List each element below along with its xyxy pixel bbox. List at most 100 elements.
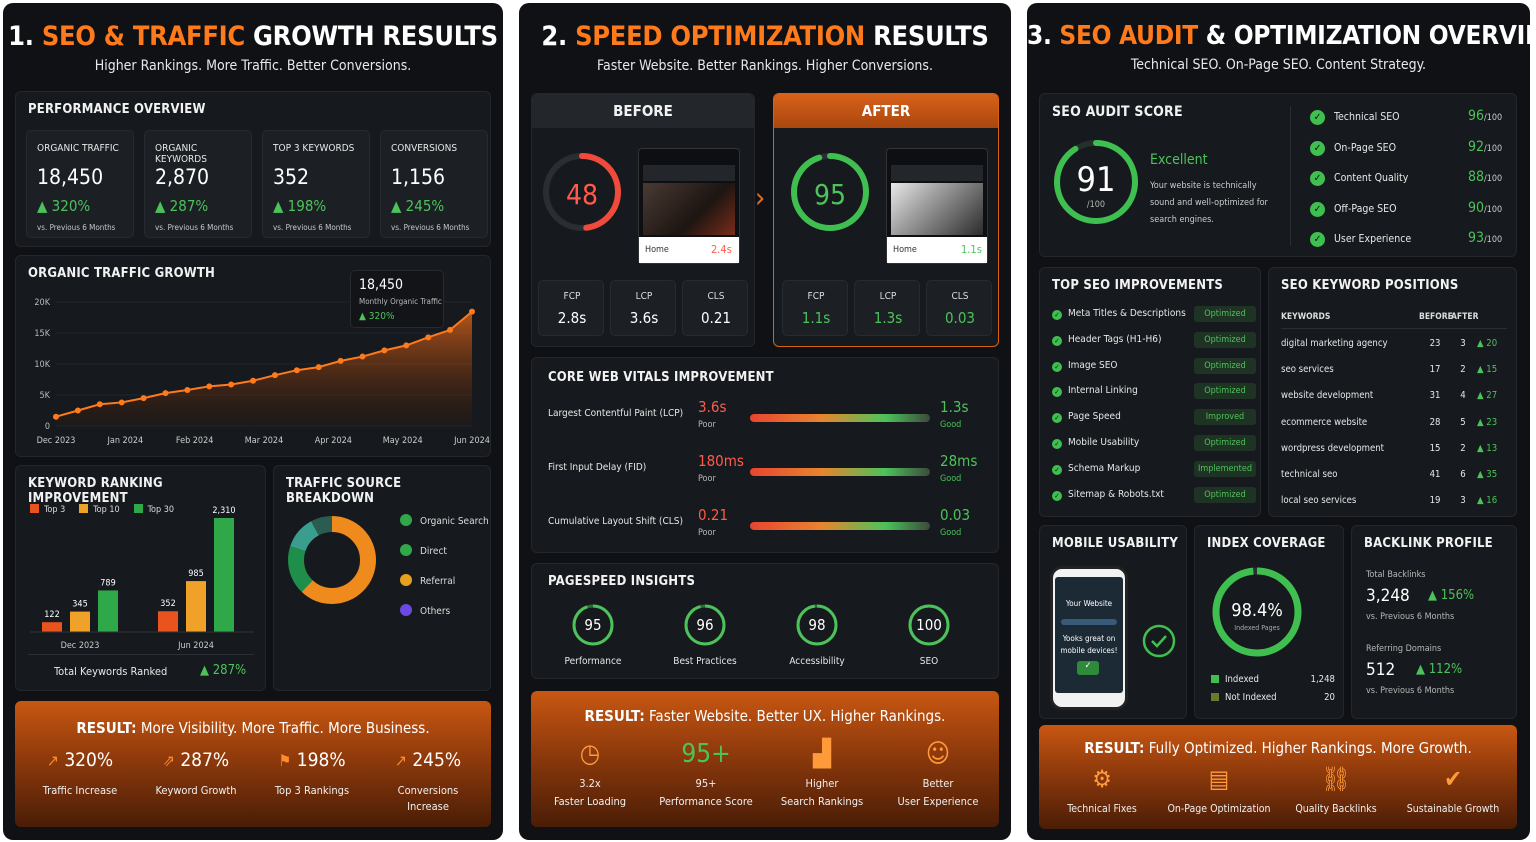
check-icon: ✓ — [1052, 464, 1062, 475]
area-fill — [56, 311, 472, 426]
after-card: AFTER 95 Home 1.1s FCP 1.1s LCP 1.3s CLS 0.03 — [773, 93, 999, 347]
score-gauge — [796, 604, 838, 646]
panel-title: ORGANIC TRAFFIC GROWTH — [28, 266, 216, 281]
bar-label: 2,310 — [212, 506, 235, 516]
bar — [42, 622, 62, 632]
vital-after-status: Good — [940, 474, 962, 484]
data-point — [469, 308, 475, 315]
organic-traffic-growth: ORGANIC TRAFFIC GROWTH 20K 15K 10K 5K 0 Dec 2… — [15, 255, 491, 457]
x-tick-label: Feb 2024 — [176, 436, 213, 446]
audit-item-score: 90/100 — [1468, 199, 1503, 216]
phone-site-label: Your Website — [1065, 599, 1113, 608]
result-line2: Performance Score — [659, 795, 753, 808]
result-label: Quality Backlinks — [1295, 803, 1377, 815]
index-value: 1,248 — [1310, 674, 1335, 685]
check-icon: ✓ — [1310, 110, 1325, 125]
data-point — [140, 395, 147, 402]
improvement-label: Internal Linking — [1068, 385, 1138, 397]
total-backlinks-label: Total Backlinks — [1366, 570, 1426, 580]
kpi-note: vs. Previous 6 Months — [37, 223, 116, 232]
pos-change: ▲ 16 — [1477, 495, 1498, 507]
status-badge: Improved — [1194, 409, 1256, 426]
kpi-value: 18,450 — [37, 165, 104, 189]
score-value: 98 — [808, 616, 826, 634]
before-score: 48 — [565, 178, 599, 211]
legend-item: Top 30 — [133, 504, 174, 515]
y-tick-label: 15K — [34, 329, 50, 339]
pos-change: ▲ 15 — [1477, 364, 1498, 376]
score-label: Performance — [564, 656, 622, 667]
metric-value: 1.3s — [873, 309, 903, 327]
pos-before: 41 — [1429, 469, 1441, 480]
y-tick-label: 0 — [45, 422, 50, 432]
score-value: 100 — [916, 616, 942, 634]
backlinks-note: vs. Previous 6 Months — [1366, 612, 1455, 622]
status-badge: Optimized — [1194, 357, 1256, 374]
chart-tooltip: 18,450 Monthly Organic Traffic ▲ 320% — [350, 270, 444, 328]
check-icon: ✓ — [1052, 335, 1062, 346]
y-tick-label: 10K — [34, 360, 50, 370]
result-line2: Search Rankings — [780, 795, 864, 808]
score-label: Accessibility — [789, 656, 845, 667]
kpi-change: ▲ 245% — [391, 197, 445, 215]
keyword: ecommerce website — [1281, 416, 1368, 428]
panel-title: SEO KEYWORD POSITIONS — [1281, 278, 1459, 293]
tooltip-change: ▲ 320% — [359, 311, 395, 322]
vital-after-status: Good — [940, 420, 962, 430]
gear-icon: ⚙ — [1092, 765, 1112, 793]
audit-max: /100 — [1086, 200, 1106, 210]
data-point — [337, 357, 344, 364]
kpi-value: 352 — [273, 165, 310, 189]
kpi-label: ORGANIC KEYWORDS — [155, 143, 207, 165]
legend-item: Direct — [400, 544, 489, 574]
result-big: 95+ — [681, 739, 731, 769]
kpi-label: ORGANIC TRAFFIC — [37, 143, 119, 154]
result-headline: RESULT: More Visibility. More Traffic. M… — [76, 719, 430, 737]
audit-item-label: Content Quality — [1334, 172, 1409, 184]
improvement-label: Mobile Usability — [1068, 437, 1140, 448]
kpi-note: vs. Previous 6 Months — [391, 223, 470, 232]
check-icon: ✓ — [1052, 387, 1062, 398]
vital-before-status: Poor — [698, 528, 716, 538]
audit-item-score: 92/100 — [1468, 138, 1503, 155]
total-backlinks-change: ▲ 156% — [1428, 588, 1475, 603]
legend-item: Top 10 — [79, 504, 120, 515]
status-badge: Optimized — [1194, 486, 1256, 503]
result-value: ⇗ 287% — [162, 749, 230, 771]
tooltip-label: Monthly Organic Traffic — [359, 297, 442, 306]
check-icon: ✓ — [1310, 232, 1325, 247]
data-point — [74, 407, 81, 414]
column-header: AFTER — [1451, 312, 1479, 322]
legend-item: Referral — [400, 574, 489, 604]
section-title: 3. SEO AUDIT & OPTIMIZATION OVERVIEW — [1027, 21, 1530, 51]
index-sub: Indexed Pages — [1234, 624, 1280, 632]
audit-score: 91 — [1076, 160, 1116, 200]
legend-item: Organic Search — [400, 514, 489, 544]
check-icon: ✓ — [1310, 140, 1325, 156]
table-row: local seo services 19 3 ▲ 16 — [1269, 495, 1518, 513]
check-icon: ✓ — [1310, 171, 1325, 186]
legend-item: Others — [400, 604, 489, 634]
pos-after: 4 — [1460, 390, 1466, 402]
status-badge: Implemented — [1194, 460, 1256, 477]
traffic-source-breakdown: TRAFFIC SOURCE BREAKDOWN Organic Search D… — [273, 465, 491, 691]
panel-title: INDEX COVERAGE — [1207, 536, 1326, 551]
data-point — [403, 342, 410, 349]
link-icon: ⛓ — [1320, 765, 1352, 793]
panel-title: KEYWORD RANKING IMPROVEMENT — [28, 476, 163, 506]
pos-change: ▲ 23 — [1477, 416, 1498, 428]
panel-title: BACKLINK PROFILE — [1364, 536, 1493, 551]
table-row: digital marketing agency 23 3 ▲ 20 — [1269, 338, 1518, 356]
check-icon: ✓ — [1052, 413, 1062, 424]
metric-label: CLS — [951, 291, 969, 302]
chart-legend: Top 3 Top 10 Top 30 — [30, 504, 188, 515]
result-value: ↗ 245% — [394, 749, 462, 771]
backlink-profile: BACKLINK PROFILE Total Backlinks 3,248 ▲… — [1351, 525, 1517, 719]
pos-before: 28 — [1429, 416, 1441, 428]
result-label: Top 3 Rankings — [274, 784, 350, 797]
pos-after: 5 — [1460, 416, 1466, 428]
result-label: On-Page Optimization — [1167, 803, 1271, 815]
vital-after: 0.03 — [940, 506, 971, 524]
kpi-change: ▲ 320% — [37, 197, 91, 215]
after-load-time: 1.1s — [961, 243, 982, 256]
